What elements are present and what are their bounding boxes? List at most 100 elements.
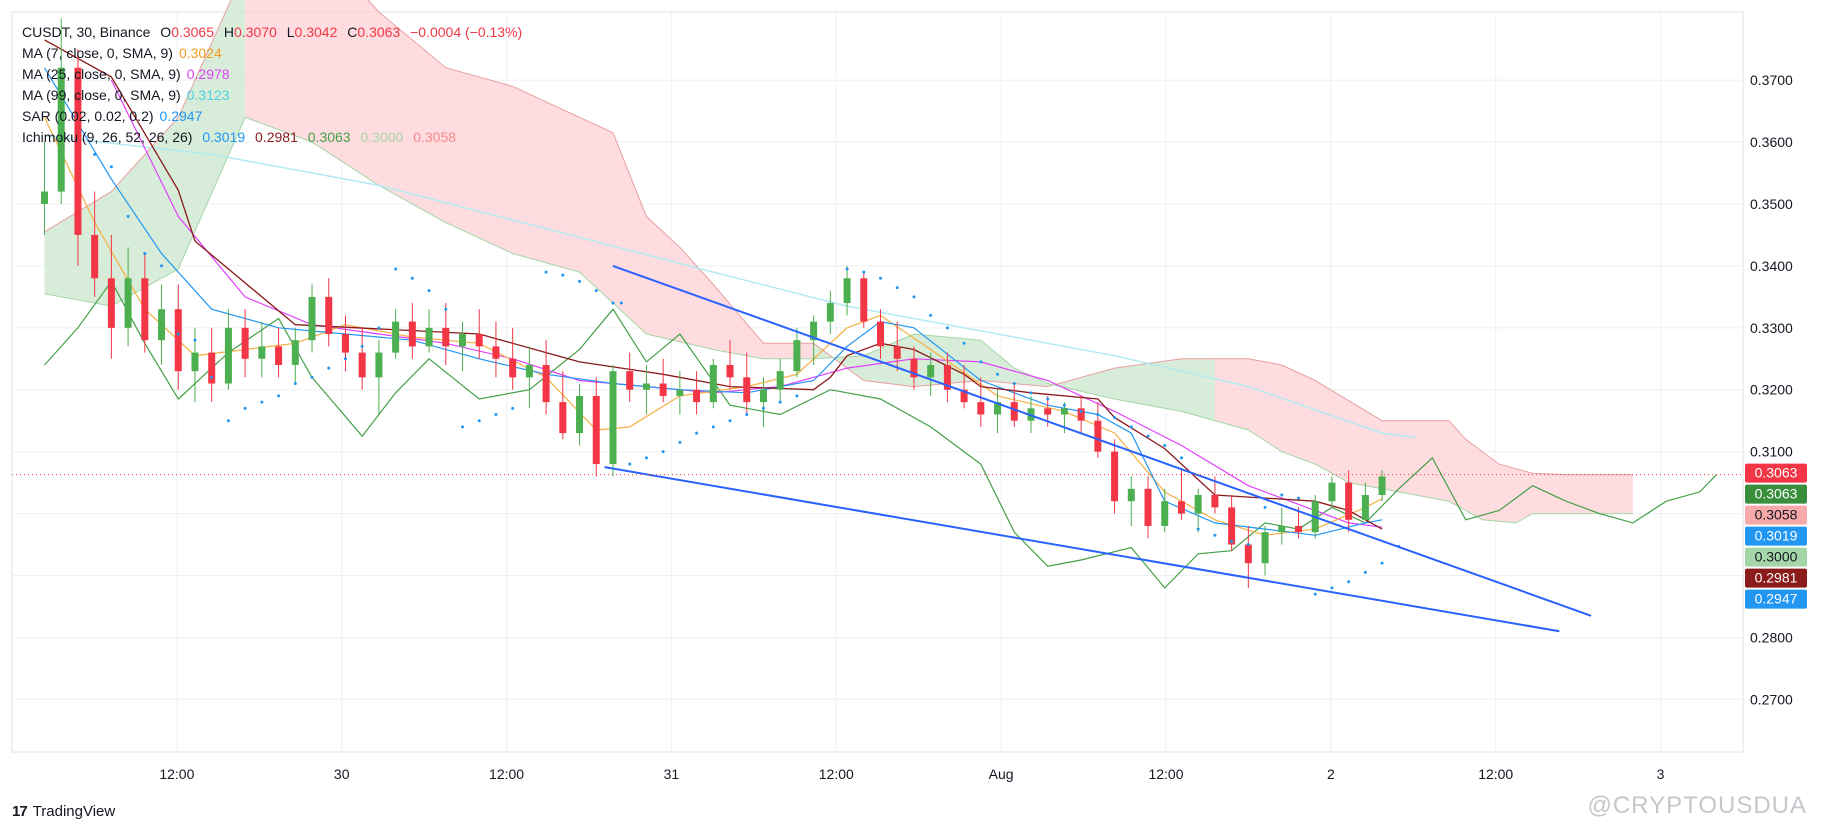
open-label: O xyxy=(160,24,172,40)
sar-dot xyxy=(1163,443,1167,447)
candle-body xyxy=(1177,501,1185,514)
sar-dot xyxy=(1297,496,1300,500)
ichimoku-lagging-value: 0.3063 xyxy=(307,129,351,145)
price-badge-bg xyxy=(1745,526,1807,546)
candle-body xyxy=(1060,408,1068,415)
sar-dot xyxy=(761,406,765,410)
x-tick-label: 12:00 xyxy=(489,766,524,782)
indicator-ma7[interactable]: MA (7, close, 0, SMA, 9) 0.3024 xyxy=(22,43,522,64)
sar-dot xyxy=(277,394,281,398)
price-badge-bg xyxy=(1745,484,1807,504)
indicator-ma25[interactable]: MA (25, close, 0, SMA, 9) 0.2978 xyxy=(22,64,522,85)
price-badge: 0.3063 xyxy=(1745,484,1807,504)
price-badge: 0.2981 xyxy=(1745,568,1807,588)
candle-body xyxy=(542,364,550,403)
y-tick-label: 0.3100 xyxy=(1750,444,1793,460)
sar-dot xyxy=(745,413,749,417)
sar-dot xyxy=(494,413,498,417)
x-tick-label: 31 xyxy=(664,766,680,782)
indicator-ma99[interactable]: MA (99, close, 0, SMA, 9) 0.3123 xyxy=(22,85,522,106)
sar-dot xyxy=(93,152,97,156)
sar-dot xyxy=(1113,416,1117,420)
candle-body xyxy=(509,358,517,378)
sar-dot xyxy=(661,450,665,454)
candle-body xyxy=(559,402,567,434)
indicator-value: 0.3024 xyxy=(178,45,222,61)
sar-dot xyxy=(260,400,264,404)
ichimoku-leading-a-line xyxy=(44,116,1633,524)
candle-body xyxy=(375,352,383,378)
sar-dot xyxy=(795,394,799,398)
candle-body xyxy=(676,389,684,396)
symbol-label[interactable]: CUSDT, 30, Binance xyxy=(22,24,151,40)
tradingview-logo[interactable]: 17 TradingView xyxy=(12,803,115,820)
sar-dot xyxy=(695,431,699,435)
sar-dot xyxy=(845,267,849,271)
candle-body xyxy=(576,395,584,434)
x-tick-label: 2 xyxy=(1327,766,1335,782)
sar-dot xyxy=(193,338,197,342)
sar-dot xyxy=(1263,505,1267,509)
sar-dot xyxy=(544,270,548,274)
candle-body xyxy=(241,327,249,359)
price-badge-value: 0.2947 xyxy=(1755,591,1798,607)
sar-dot xyxy=(477,419,481,423)
candle-body xyxy=(1044,408,1052,415)
sar-dot xyxy=(126,214,130,218)
sar-dot xyxy=(862,270,866,274)
y-tick-label: 0.3300 xyxy=(1750,320,1793,336)
candle-body xyxy=(626,371,634,390)
sar-dot xyxy=(996,372,1000,376)
indicator-label: SAR (0.02, 0.02, 0.2) xyxy=(22,108,154,124)
candle-body xyxy=(41,191,48,204)
legend: CUSDT, 30, Binance O0.3065 H0.3070 L0.30… xyxy=(22,22,522,148)
candle-body xyxy=(124,278,132,328)
candle-body xyxy=(74,67,82,235)
sar-dot xyxy=(1179,456,1183,460)
trendline xyxy=(612,264,1592,617)
sar-dot xyxy=(1246,543,1250,547)
sar-dot xyxy=(444,307,448,311)
sar-dot xyxy=(1129,425,1133,429)
open-value: 0.3065 xyxy=(171,24,215,40)
ichimoku-cloud xyxy=(1214,358,1633,523)
price-badge-bg xyxy=(1745,568,1807,588)
candle-body xyxy=(459,334,466,347)
sar-dot xyxy=(427,289,431,293)
candle-body xyxy=(759,389,767,403)
candle-body xyxy=(258,346,266,359)
candle-body xyxy=(325,296,333,335)
sar-dot xyxy=(1330,586,1334,590)
sar-dot xyxy=(1196,527,1200,531)
indicator-value: 0.3123 xyxy=(186,87,230,103)
indicator-sar[interactable]: SAR (0.02, 0.02, 0.2) 0.2947 xyxy=(22,106,522,127)
price-badge-value: 0.3058 xyxy=(1755,507,1798,523)
price-badge-bg xyxy=(1745,505,1807,525)
tradingview-icon: 17 xyxy=(12,803,28,820)
candle-body xyxy=(709,364,717,403)
trendline xyxy=(604,466,1560,633)
candle-body xyxy=(910,358,918,378)
sar-dot xyxy=(1230,539,1234,543)
candle-body xyxy=(408,321,416,347)
sar-dot xyxy=(293,382,297,386)
sar-dot xyxy=(945,326,949,330)
price-badge-value: 0.3063 xyxy=(1755,465,1798,481)
y-tick-label: 0.3400 xyxy=(1750,258,1793,274)
indicator-ichimoku[interactable]: Ichimoku (9, 26, 52, 26, 26) 0.3019 0.29… xyxy=(22,127,522,148)
ichimoku-leading-b-line xyxy=(44,0,1633,476)
candle-body xyxy=(308,296,316,341)
price-badge-value: 0.3063 xyxy=(1755,486,1798,502)
candle-body xyxy=(1161,501,1169,526)
sar-dot xyxy=(226,419,230,423)
sar-dot xyxy=(1079,409,1083,413)
candle-body xyxy=(208,352,216,384)
sar-dot xyxy=(160,264,164,268)
x-tick-label: 12:00 xyxy=(819,766,854,782)
ichimoku-base-value: 0.2981 xyxy=(255,129,298,145)
candle-body xyxy=(1378,476,1386,496)
sar-dot xyxy=(377,326,381,330)
price-badge-bg xyxy=(1745,463,1807,483)
